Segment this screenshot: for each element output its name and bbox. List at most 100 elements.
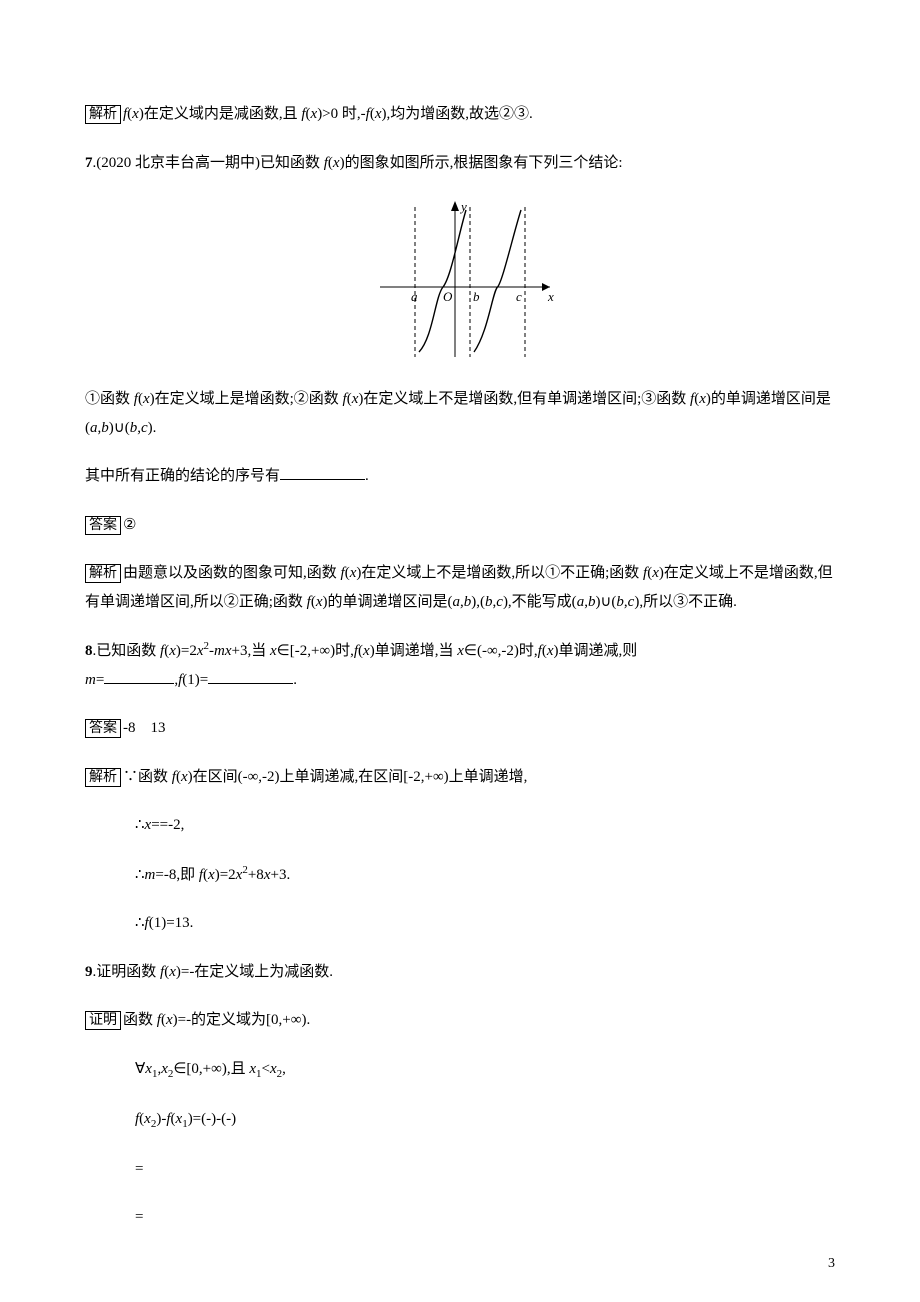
x: x	[144, 1111, 151, 1127]
x: x	[249, 1061, 256, 1077]
svg-text:x: x	[547, 289, 554, 304]
q9-proof-line5: =	[85, 1203, 835, 1232]
q6-analysis: 解析f(x)在定义域内是减函数,且 f(x)>0 时,-f(x),均为增函数,故…	[85, 100, 835, 129]
text: )∪(	[109, 420, 130, 436]
c: c	[141, 420, 148, 436]
x: x	[270, 1061, 277, 1077]
q8-answer: 答案-8 13	[85, 714, 835, 743]
q7-stem: 7.(2020 北京丰台高一期中)已知函数 f(x)的图象如图所示,根据图象有下…	[85, 149, 835, 178]
function-graph-svg: yxOabc	[360, 197, 560, 362]
text: 由题意以及函数的图象可知,函数	[123, 565, 341, 581]
x: x	[270, 643, 277, 659]
a: a	[453, 594, 461, 610]
answer-value-1: -8	[123, 720, 136, 736]
q8-number: 8	[85, 643, 93, 659]
x: x	[316, 594, 323, 610]
text: ).	[148, 420, 157, 436]
tag-answer: 答案	[85, 719, 121, 738]
x: x	[181, 769, 188, 785]
q9-number: 9	[85, 964, 93, 980]
q9-proof-line4: =	[85, 1155, 835, 1184]
text: ==-2,	[151, 817, 184, 833]
q9-proof-line3: f(x2)-f(x1)=(-)-(-)	[85, 1105, 835, 1135]
comma: ,	[282, 1061, 286, 1077]
text: +8	[248, 867, 264, 883]
text: )-	[156, 1111, 166, 1127]
text: )单调递增,当	[370, 643, 458, 659]
m: m	[85, 672, 96, 688]
q8-analysis-line3: ∴m=-8,即 f(x)=2x2+8x+3.	[85, 860, 835, 890]
eq: =	[135, 1161, 143, 1177]
tag-analysis: 解析	[85, 105, 121, 124]
tag-answer: 答案	[85, 516, 121, 535]
svg-text:O: O	[443, 289, 453, 304]
text: +3,当	[232, 643, 270, 659]
q7-number: 7	[85, 155, 93, 171]
period: .	[293, 672, 297, 688]
therefore: ∴	[135, 915, 145, 931]
text: ∈(-∞,-2)时,	[464, 643, 538, 659]
q9-proof-line1: 证明函数 f(x)=-的定义域为[0,+∞).	[85, 1006, 835, 1035]
x: x	[208, 867, 215, 883]
a: a	[90, 420, 98, 436]
text: )=-的定义域为[0,+∞).	[173, 1012, 311, 1028]
forall: ∀	[135, 1061, 145, 1077]
text: )=2	[176, 643, 197, 659]
text: )>0 时,-	[317, 106, 365, 122]
x: x	[333, 155, 340, 171]
q7-prompt: 其中所有正确的结论的序号有.	[85, 462, 835, 491]
text: ),不能写成(	[503, 594, 577, 610]
x: x	[363, 643, 370, 659]
b: b	[485, 594, 493, 610]
text: ),所以③不正确.	[634, 594, 737, 610]
therefore: ∴	[135, 817, 145, 833]
answer-value: ②	[123, 517, 136, 533]
q7-answer: 答案②	[85, 511, 835, 540]
text: )在定义域上不是增函数,所以①不正确;函数	[356, 565, 643, 581]
answer-value-2: 13	[151, 720, 166, 736]
text: )在定义域内是减函数,且	[139, 106, 302, 122]
svg-text:b: b	[473, 289, 480, 304]
therefore: ∴	[135, 867, 145, 883]
text: )=2	[215, 867, 236, 883]
x: x	[166, 1012, 173, 1028]
text: ∈[-2,+∞)时,	[277, 643, 354, 659]
q7-figure: yxOabc	[85, 197, 835, 367]
lt: <	[262, 1061, 270, 1077]
space	[136, 720, 151, 736]
c: c	[496, 594, 503, 610]
x: x	[652, 565, 659, 581]
q8-analysis-line1: 解析∵函数 f(x)在区间(-∞,-2)上单调递减,在区间[-2,+∞)上单调递…	[85, 763, 835, 792]
text: )单调递减,则	[553, 643, 637, 659]
q7-analysis: 解析由题意以及函数的图象可知,函数 f(x)在定义域上不是增函数,所以①不正确;…	[85, 559, 835, 616]
x: x	[169, 643, 176, 659]
x: x	[225, 643, 232, 659]
svg-text:y: y	[459, 199, 467, 214]
fill-blank[interactable]	[208, 669, 293, 684]
text: ①函数	[85, 391, 134, 407]
text: ),(	[471, 594, 485, 610]
q8-analysis-line2: ∴x==-2,	[85, 811, 835, 840]
text: )∪(	[595, 594, 616, 610]
m: m	[145, 867, 156, 883]
tag-proof: 证明	[85, 1011, 121, 1030]
q8-analysis-line4: ∴f(1)=13.	[85, 909, 835, 938]
text: .已知函数	[93, 643, 161, 659]
svg-text:a: a	[411, 289, 418, 304]
eq: =	[135, 1209, 143, 1225]
text: )=(-)-(-)	[188, 1111, 236, 1127]
text: =-8,即	[155, 867, 198, 883]
text: +3.	[270, 867, 290, 883]
m: m	[214, 643, 225, 659]
text: (1)=	[182, 672, 208, 688]
text: 函数	[123, 1012, 157, 1028]
q9-proof-line2: ∀x1,x2∈[0,+∞),且 x1<x2,	[85, 1055, 835, 1085]
q7-statements: ①函数 f(x)在定义域上是增函数;②函数 f(x)在定义域上不是增函数,但有单…	[85, 385, 835, 442]
text: )的单调递增区间是(	[323, 594, 453, 610]
tag-analysis: 解析	[85, 564, 121, 583]
fill-blank[interactable]	[280, 465, 365, 480]
text: ),均为增函数,故选②③.	[381, 106, 532, 122]
fill-blank[interactable]	[104, 669, 174, 684]
page: 解析f(x)在定义域内是减函数,且 f(x)>0 时,-f(x),均为增函数,故…	[0, 0, 920, 1302]
text: )的图象如图所示,根据图象有下列三个结论:	[340, 155, 623, 171]
